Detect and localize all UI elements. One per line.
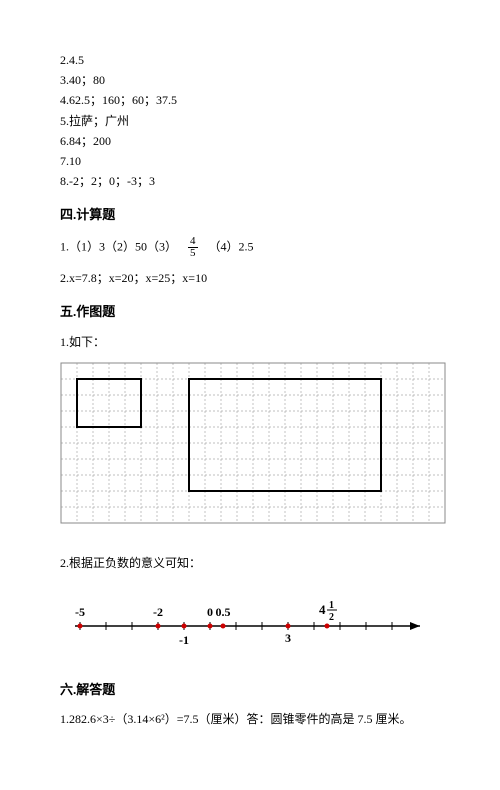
svg-text:1: 1 [329,600,334,611]
section-6-problem-1: 1.282.6×3÷（3.14×6²）=7.5（厘米）答：圆锥零件的高是 7.5… [60,710,440,729]
section-5-problem-1: 1.如下： [60,333,440,352]
section-4-heading: 四.计算题 [60,205,440,226]
answer-line-6: 6.84；200 [60,132,440,151]
svg-text:0: 0 [207,605,213,619]
svg-text:3: 3 [285,631,291,645]
section-4-problem-2: 2.x=7.8；x=20；x=25；x=10 [60,269,440,288]
section-5-problem-2: 2.根据正负数的意义可知： [60,554,440,573]
answer-line-5: 5.拉萨；广州 [60,112,440,131]
answer-line-2: 2.4.5 [60,51,440,70]
svg-text:-5: -5 [75,605,85,619]
grid-svg [60,362,446,524]
problem-1-suffix: （4）2.5 [203,239,254,253]
svg-text:2: 2 [329,612,334,623]
svg-text:-2: -2 [153,605,163,619]
svg-text:4: 4 [319,602,326,617]
answer-line-7: 7.10 [60,152,440,171]
answer-line-8: 8.-2；2；0；-3；3 [60,172,440,191]
fraction-den: 5 [188,248,198,259]
answer-line-3: 3.40；80 [60,71,440,90]
fraction-4-5: 4 5 [188,236,198,259]
numberline-figure: -5 -2 -1 00.5 3 412 [60,588,440,654]
grid-figure [60,362,440,524]
svg-text:0.5: 0.5 [216,605,231,619]
section-5-heading: 五.作图题 [60,302,440,323]
section-4-problem-1: 1.（1）3（2）50（3） 4 5 （4）2.5 [60,236,440,259]
svg-text:-1: -1 [179,633,189,647]
problem-1-prefix: 1.（1）3（2）50（3） [60,239,183,253]
section-6-heading: 六.解答题 [60,680,440,701]
numberline-svg: -5 -2 -1 00.5 3 412 [60,588,440,648]
answer-line-4: 4.62.5；160；60；37.5 [60,91,440,110]
